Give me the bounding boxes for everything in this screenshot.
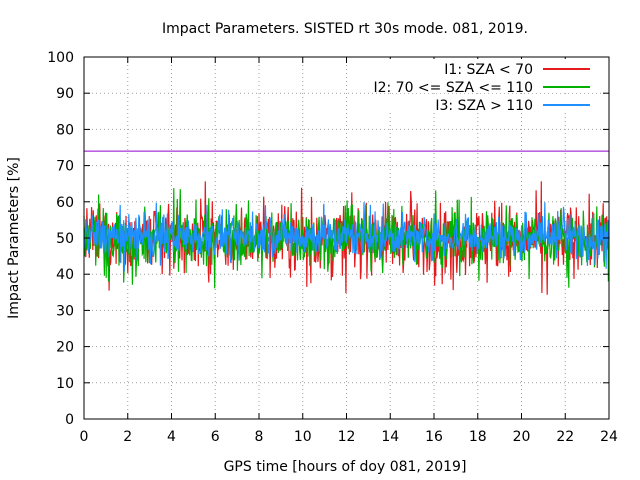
x-tick-label: 0 — [80, 429, 89, 445]
legend-background — [380, 59, 600, 75]
x-tick-label: 2 — [123, 429, 132, 445]
y-tick-label: 20 — [56, 340, 74, 356]
chart-title: Impact Parameters. SISTED rt 30s mode. 0… — [162, 21, 528, 37]
y-tick-label: 50 — [56, 231, 74, 247]
legend-label: I1: SZA < 70 — [444, 62, 533, 78]
y-tick-label: 60 — [56, 195, 74, 211]
x-tick-label: 12 — [338, 429, 356, 445]
x-axis-label: GPS time [hours of doy 081, 2019] — [224, 459, 467, 475]
legend: I1: SZA < 70 I2: 70 <= SZA <= 110 I3: SZA … — [373, 59, 600, 114]
legend-label: I3: SZA > 110 — [435, 98, 533, 114]
y-tick-label: 10 — [56, 376, 74, 392]
x-tick-label: 10 — [294, 429, 312, 445]
y-tick-label: 90 — [56, 86, 74, 102]
x-tick-label: 8 — [255, 429, 264, 445]
x-tick-label: 16 — [425, 429, 443, 445]
x-tick-label: 22 — [556, 429, 574, 445]
legend-background — [380, 77, 600, 93]
legend-label: I2: 70 <= SZA <= 110 — [373, 80, 533, 96]
x-axis: 0 2 4 6 8 10 12 14 16 18 20 22 24 — [80, 57, 618, 445]
y-tick-label: 0 — [65, 412, 74, 428]
y-tick-label: 80 — [56, 122, 74, 138]
y-axis: 0 10 20 30 40 50 60 70 80 90 100 — [47, 50, 609, 428]
legend-background — [380, 95, 600, 111]
x-tick-label: 24 — [600, 429, 618, 445]
series-line-3 — [83, 202, 610, 272]
y-tick-label: 40 — [56, 267, 74, 283]
x-tick-label: 4 — [167, 429, 176, 445]
x-tick-label: 18 — [469, 429, 487, 445]
y-tick-label: 100 — [47, 50, 74, 66]
x-tick-label: 6 — [211, 429, 220, 445]
y-axis-label: Impact Parameters [%] — [6, 157, 22, 319]
y-tick-label: 30 — [56, 303, 74, 319]
series-layer — [83, 181, 610, 295]
x-tick-label: 20 — [513, 429, 531, 445]
y-tick-label: 70 — [56, 159, 74, 175]
x-tick-label: 14 — [381, 429, 399, 445]
